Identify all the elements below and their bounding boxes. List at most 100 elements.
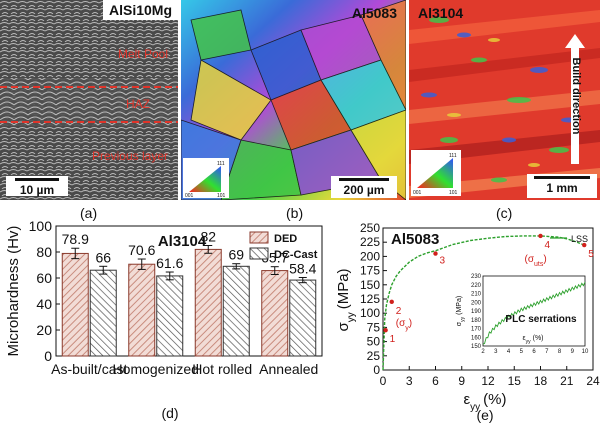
marker-point [383,328,388,333]
x-tick-label: 24 [586,374,600,388]
data-label: 78.9 [62,231,89,247]
inset-frame [482,275,586,347]
material-label: Al5083 [351,5,397,21]
x-tick-label: 15 [508,374,522,388]
y-tick-label: 20 [36,322,52,338]
inset-y-tick-label: 180 [471,318,482,324]
ebsd-map-al3104-panel: Al3104 Build direction 001 101 111 1 mm [409,0,600,200]
ipf-color-legend: 001 101 111 [411,150,461,196]
data-label: 66 [95,249,111,265]
zone-label-melt-pool: Melt Pool [118,47,168,61]
scale-bar: 10 µm [6,176,68,197]
ipf-label-101: 101 [449,190,458,196]
inset-x-tick-label: 10 [582,349,589,355]
y-tick-label: 80 [36,244,52,260]
data-label: 82 [200,229,216,245]
bar-dccast [89,269,117,357]
inset-y-tick-label: 200 [471,300,482,306]
scale-bar: 1 mm [527,174,597,198]
scale-bar-label: 10 µm [19,183,55,197]
ebsd-map-al5083-panel: Al5083 001 101 111 200 µm [181,0,406,200]
bar-dccast [156,275,184,357]
caption-c: (c) [496,205,513,221]
y-tick-label: 175 [360,264,380,278]
x-tick-label: 0 [380,374,387,388]
marker-point [538,233,543,239]
sem-micrograph-panel: Melt Pool HAZ Previous layer AlSi10Mg 10… [0,0,178,200]
zone-label-haz: HAZ [126,97,150,111]
inset-serrated-curve [482,281,586,345]
bar-ded [128,263,156,357]
ipf-label-001: 001 [413,190,422,196]
inset-x-tick-label: 3 [494,349,498,355]
x-tick-label: 9 [458,374,465,388]
y-tick-label: 50 [367,335,381,349]
bar-ded [61,252,89,357]
bar-ded [194,248,222,357]
ipf-label-111: 111 [449,153,457,159]
material-label: AlSi10Mg [102,0,178,20]
legend-label: DED [274,233,297,245]
marker-point [389,299,394,305]
y-axis-label: Microhardness (Hv) [5,226,22,357]
data-label: 70.6 [128,242,155,258]
y-tick-label: 100 [360,306,380,320]
scale-bar-label: 1 mm [546,181,578,195]
x-tick-label: 6 [432,374,439,388]
legend-label: DC-Cast [274,249,318,261]
x-tick-label: 3 [406,374,413,388]
caption-e: (e) [476,407,493,423]
build-direction-label: Build direction [570,57,582,135]
marker-label: 3 [440,256,446,267]
y-tick-label: 0 [44,348,52,364]
y-tick-label: 40 [36,296,52,312]
data-label: 69 [228,247,244,263]
marker-point [582,242,587,248]
y-axis-label: σyy(MPa) [335,268,357,331]
ipf-label-101: 101 [217,193,226,198]
y-tick-label: 0 [373,363,380,377]
marker-label: 4 [545,240,551,251]
inset-x-axis-label: εyy (%) [522,335,543,345]
inset-y-tick-label: 220 [471,283,482,289]
x-tick-label: 21 [560,374,574,388]
chart-title: Al3104 [158,233,207,250]
ipf-label-001: 001 [185,193,194,198]
chart-title: Al5083 [391,231,439,248]
x-category-label: Annealed [259,361,318,377]
y-tick-label: 25 [367,349,381,363]
legend-label: LSS [571,234,588,244]
inset-x-tick-label: 4 [507,349,511,355]
y-tick-label: 100 [29,218,53,234]
bar-ded [261,270,289,357]
marker-label: 5 [588,249,594,260]
legend-swatch [249,247,269,260]
inset-x-tick-label: 5 [520,349,524,355]
zone-label-previous-layer: Previous layer [92,149,168,163]
bar-dccast [289,279,317,357]
inset-x-tick-label: 7 [545,349,549,355]
microhardness-bar-chart: 0 20 40 60 80 100 Microhardness (Hv) As-built/c… [5,218,323,421]
marker-annotation: (σuts) [525,254,547,268]
y-tick-label: 150 [360,278,380,292]
x-category-label: Hot rolled [192,361,252,377]
inset-title: PLC serrations [505,314,577,325]
material-label: Al3104 [418,5,464,21]
x-category-label: As-built/cast [51,361,127,377]
stress-strain-curve [382,235,585,371]
marker-label: 2 [396,306,402,317]
inset-x-tick-label: 6 [532,349,536,355]
ipf-label-111: 111 [217,161,225,167]
inset-y-tick-label: 190 [471,309,482,315]
ebsd-map-image [181,0,406,200]
scale-bar: 200 µm [331,176,397,198]
caption-b: (b) [286,205,304,221]
inset-x-tick-label: 8 [558,349,562,355]
marker-label: 1 [390,334,396,345]
arrow-up-icon [565,34,585,164]
inset-y-tick-label: 210 [471,292,482,298]
scale-bar-label: 200 µm [343,183,385,197]
sem-micrograph-image: Melt Pool HAZ Previous layer [0,0,178,200]
plot-frame [55,225,323,357]
